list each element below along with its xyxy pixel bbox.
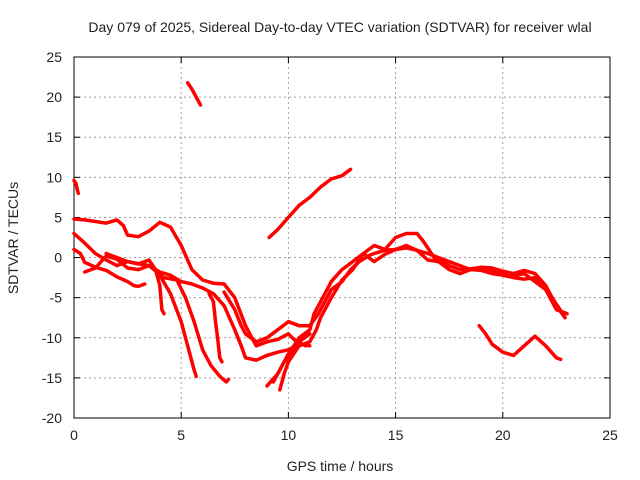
series-arc-9 — [207, 291, 224, 364]
y-tick-label: -5 — [50, 290, 63, 306]
y-tick-label: 25 — [46, 49, 62, 65]
x-tick-label: 15 — [388, 427, 404, 443]
series-arc-5 — [82, 254, 312, 362]
series-arc-4 — [72, 247, 147, 289]
series-arc-7 — [149, 262, 198, 379]
series-arc-2 — [72, 217, 308, 348]
y-tick-label: -15 — [42, 370, 62, 386]
series-arc-8 — [185, 80, 203, 107]
series-arc-6 — [104, 251, 231, 384]
y-tick-label: 10 — [46, 169, 62, 185]
series-arc-14 — [267, 167, 353, 240]
x-tick-label: 20 — [495, 427, 511, 443]
x-tick-label: 10 — [281, 427, 297, 443]
y-tick-label: -10 — [42, 330, 62, 346]
plot-frame — [73, 56, 611, 419]
x-tick-label: 25 — [602, 427, 618, 443]
series-arc-15 — [477, 323, 563, 362]
y-tick-label: 0 — [54, 250, 62, 266]
chart-title: Day 079 of 2025, Sidereal Day-to-day VTE… — [88, 19, 591, 35]
y-tick-label: -20 — [42, 410, 62, 426]
data-series — [72, 80, 569, 392]
y-tick-label: 5 — [54, 209, 62, 225]
series-arc-11 — [265, 243, 569, 388]
y-axis-label: SDTVAR / TECUs — [5, 182, 21, 294]
series-arc-3 — [72, 231, 166, 316]
x-axis-label: GPS time / hours — [287, 458, 394, 474]
x-tick-label: 5 — [177, 427, 185, 443]
series-arc-1 — [72, 178, 81, 196]
x-tick-label: 0 — [70, 427, 78, 443]
axis-ticks: 0 5 10 15 20 25 -20 -15 -10 -5 0 5 10 15 20 25 — [42, 49, 618, 443]
grid — [74, 57, 610, 418]
series-arc-12 — [271, 332, 312, 384]
series-arc-10 — [222, 246, 565, 344]
y-tick-label: 20 — [46, 89, 62, 105]
series-arc-13 — [278, 231, 567, 392]
y-tick-label: 15 — [46, 129, 62, 145]
